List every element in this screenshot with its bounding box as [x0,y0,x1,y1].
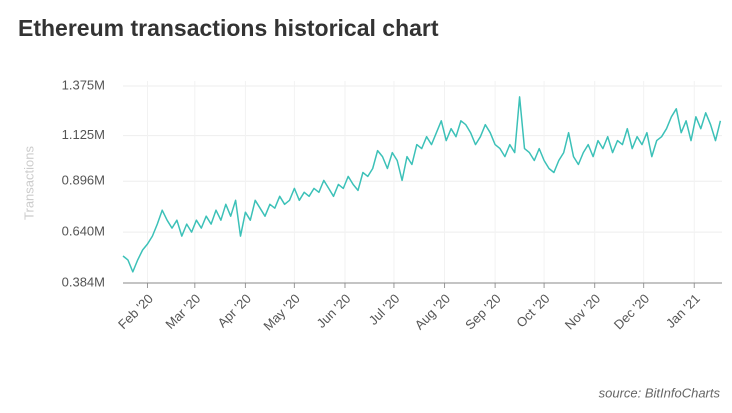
x-tick-label: Sep '20 [462,291,503,332]
x-tick-label: Aug '20 [412,291,453,332]
x-tick-label: Dec '20 [611,291,652,332]
y-tick-label: 0.896M [62,173,105,188]
x-tick-label: Jan '21 [663,291,703,331]
line [122,96,722,273]
source: source: BitInfoCharts [599,385,721,400]
x-tick-label: Jul '20 [366,291,403,328]
y-axis-label: Transactions [21,146,36,220]
chart-title: Ethereum transactions historical chart [18,15,439,41]
x-tick-label: Jun '20 [314,291,354,331]
y-tick-label: 0.640M [62,224,105,239]
x-tick-label: May '20 [260,291,303,334]
x-tick-label: Feb '20 [115,291,156,332]
x-tick-label: Apr '20 [215,291,254,330]
x-tick-label: Oct '20 [513,291,552,330]
y-tick-label: 1.125M [62,127,105,142]
x-tick-label: Mar '20 [162,291,203,332]
y-tick-label: 0.384M [62,274,105,289]
y-tick-label: 1.375M [62,77,105,92]
x-tick-label: Nov '20 [562,291,603,332]
